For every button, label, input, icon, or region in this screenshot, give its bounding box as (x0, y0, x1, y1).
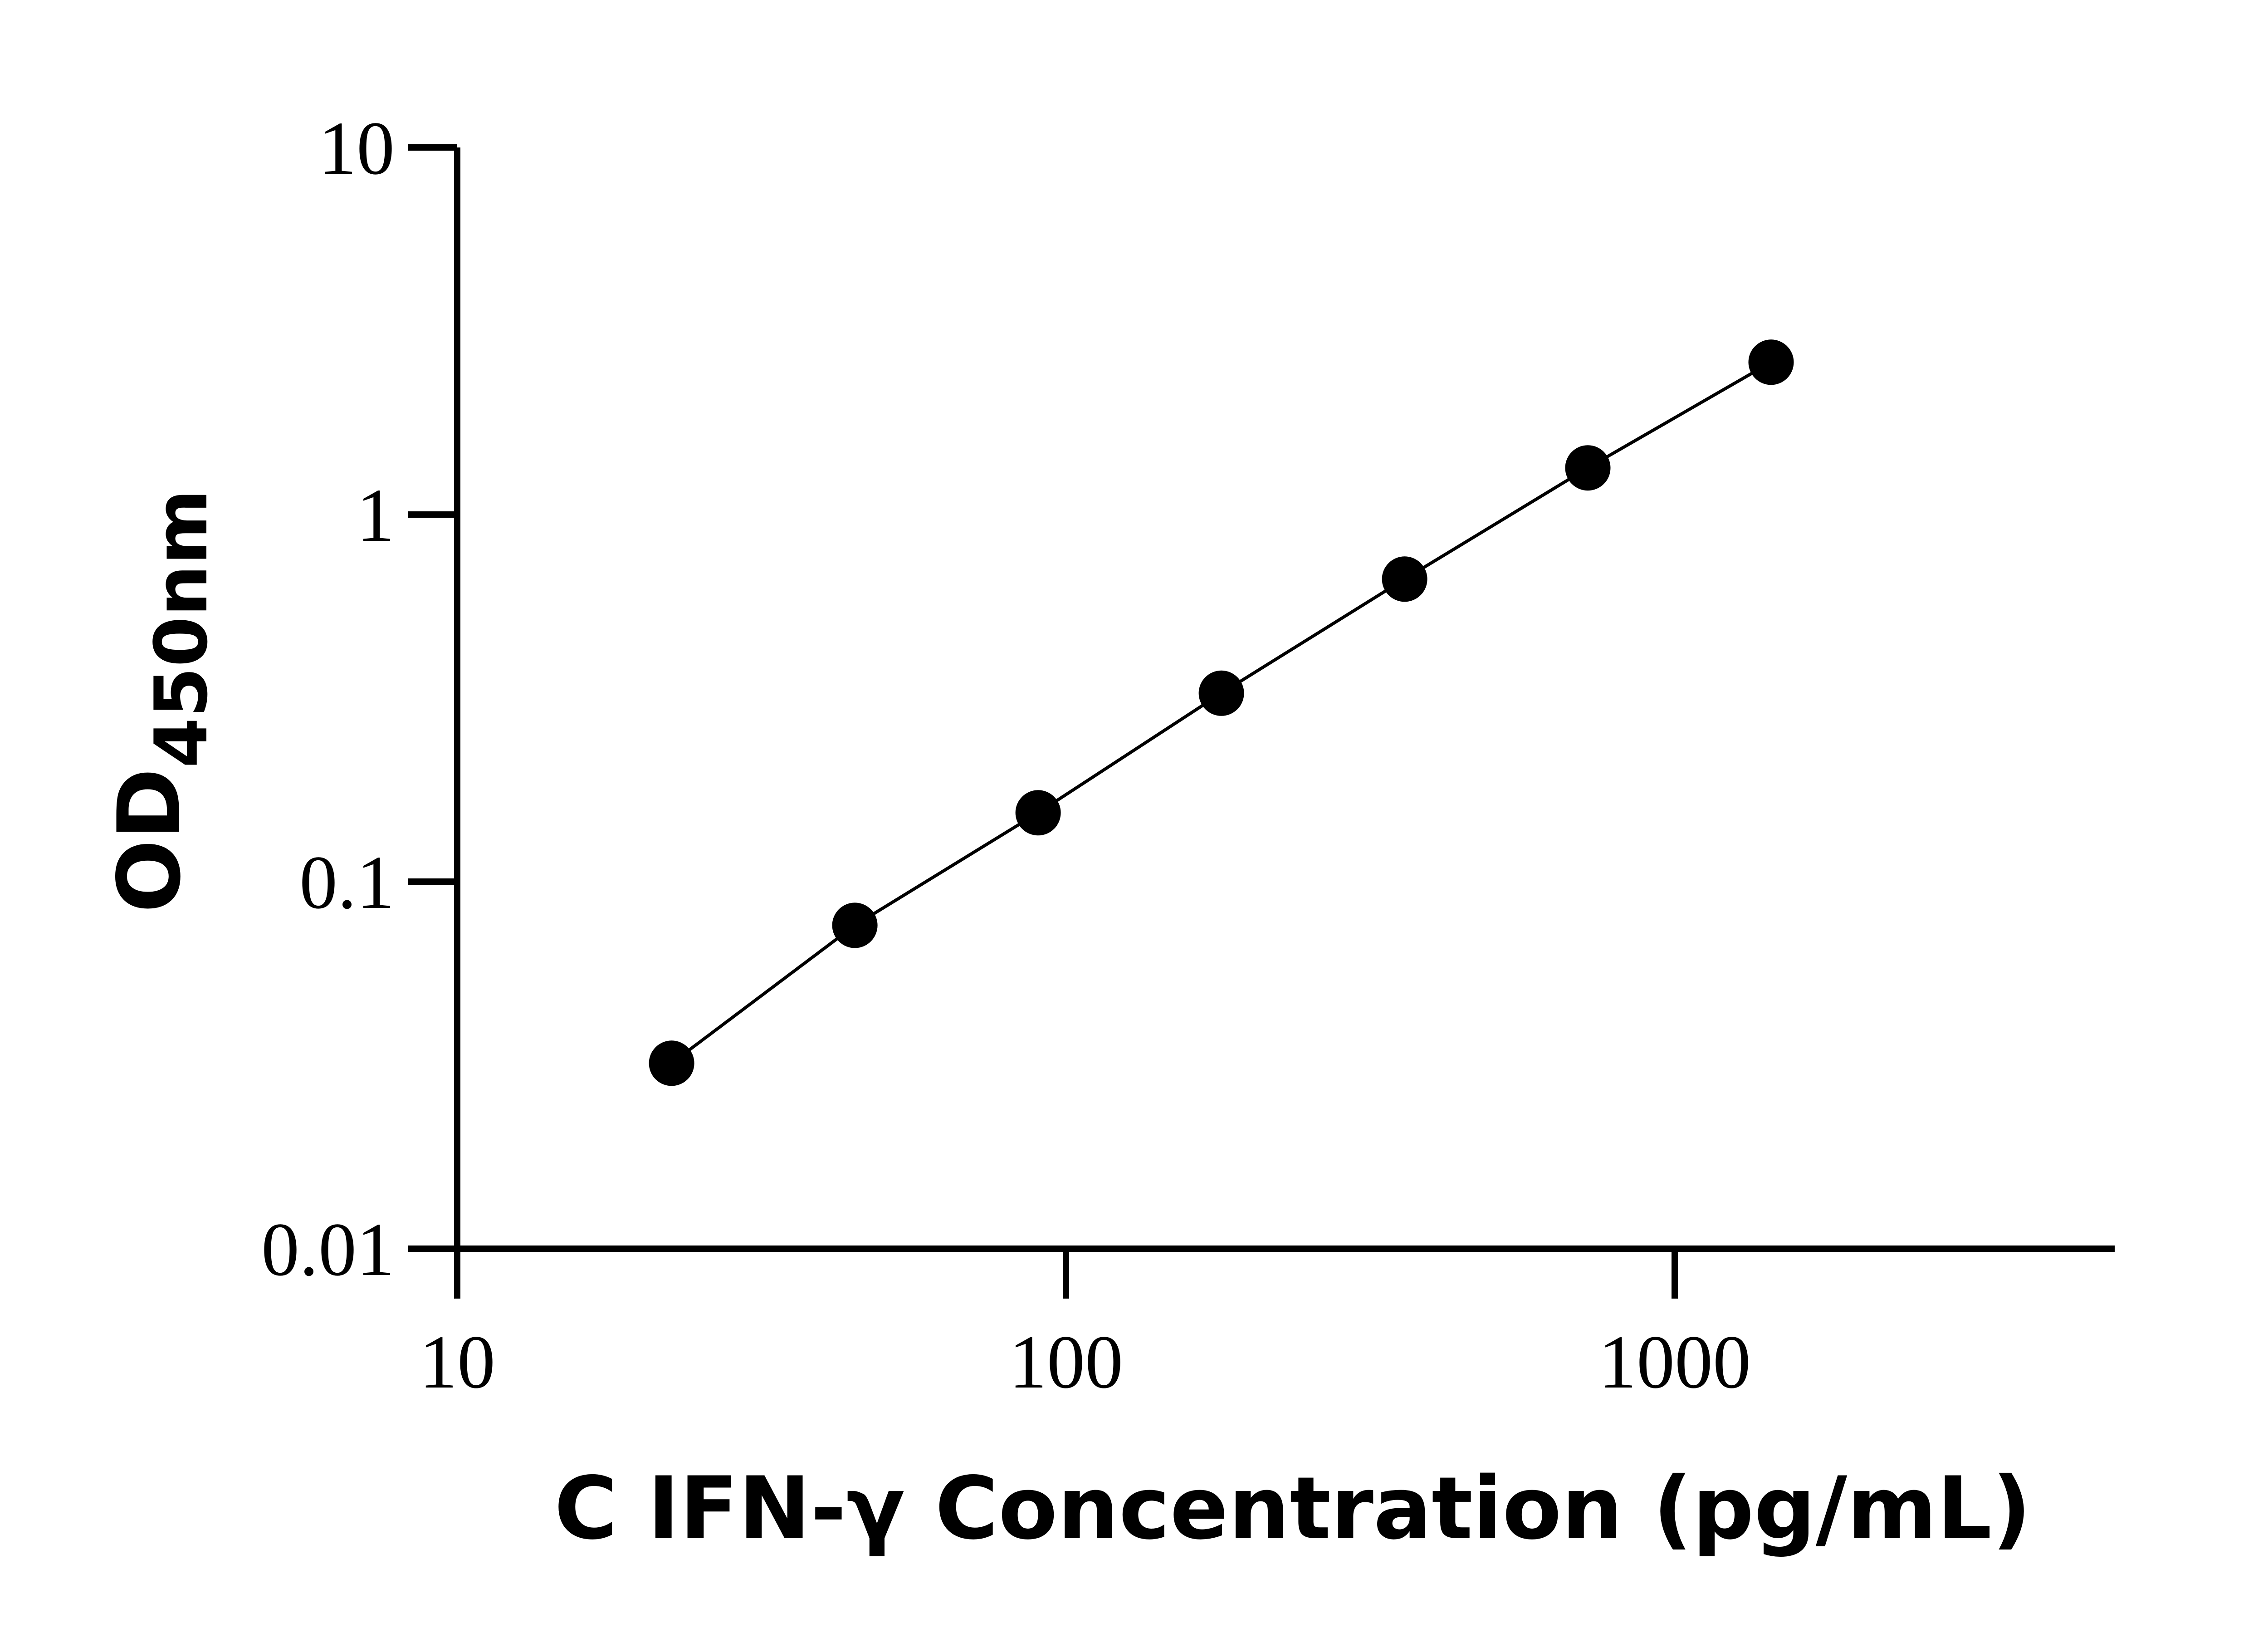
data-point (1198, 670, 1244, 716)
x-axis-ticks: 10 100 1000 (419, 1249, 1751, 1404)
data-point (649, 1040, 694, 1086)
data-point (1015, 790, 1061, 836)
plot-area: 0.01 0.1 1 10 10 100 1000 (261, 106, 2115, 1404)
y-axis-title: OD450nm (99, 489, 224, 913)
y-axis-ticks: 0.01 0.1 1 10 (261, 106, 457, 1292)
data-point (832, 902, 878, 948)
data-point (1382, 556, 1427, 602)
y-tick-label: 10 (318, 106, 395, 191)
x-tick-label: 100 (1009, 1320, 1123, 1404)
data-points (649, 339, 1794, 1086)
y-axis-title-subscript: 450nm (139, 489, 224, 768)
x-tick-label: 1000 (1598, 1320, 1751, 1404)
x-tick-label: 10 (419, 1320, 495, 1404)
x-axis-title: C IFN-γ Concentration (pg/mL) (554, 1458, 2031, 1559)
y-axis-title-main: OD (99, 768, 200, 913)
y-tick-label: 0.1 (299, 840, 395, 925)
data-point (1565, 445, 1611, 491)
data-point (1748, 339, 1794, 385)
y-tick-label: 1 (357, 473, 395, 558)
y-tick-label: 0.01 (261, 1207, 395, 1292)
